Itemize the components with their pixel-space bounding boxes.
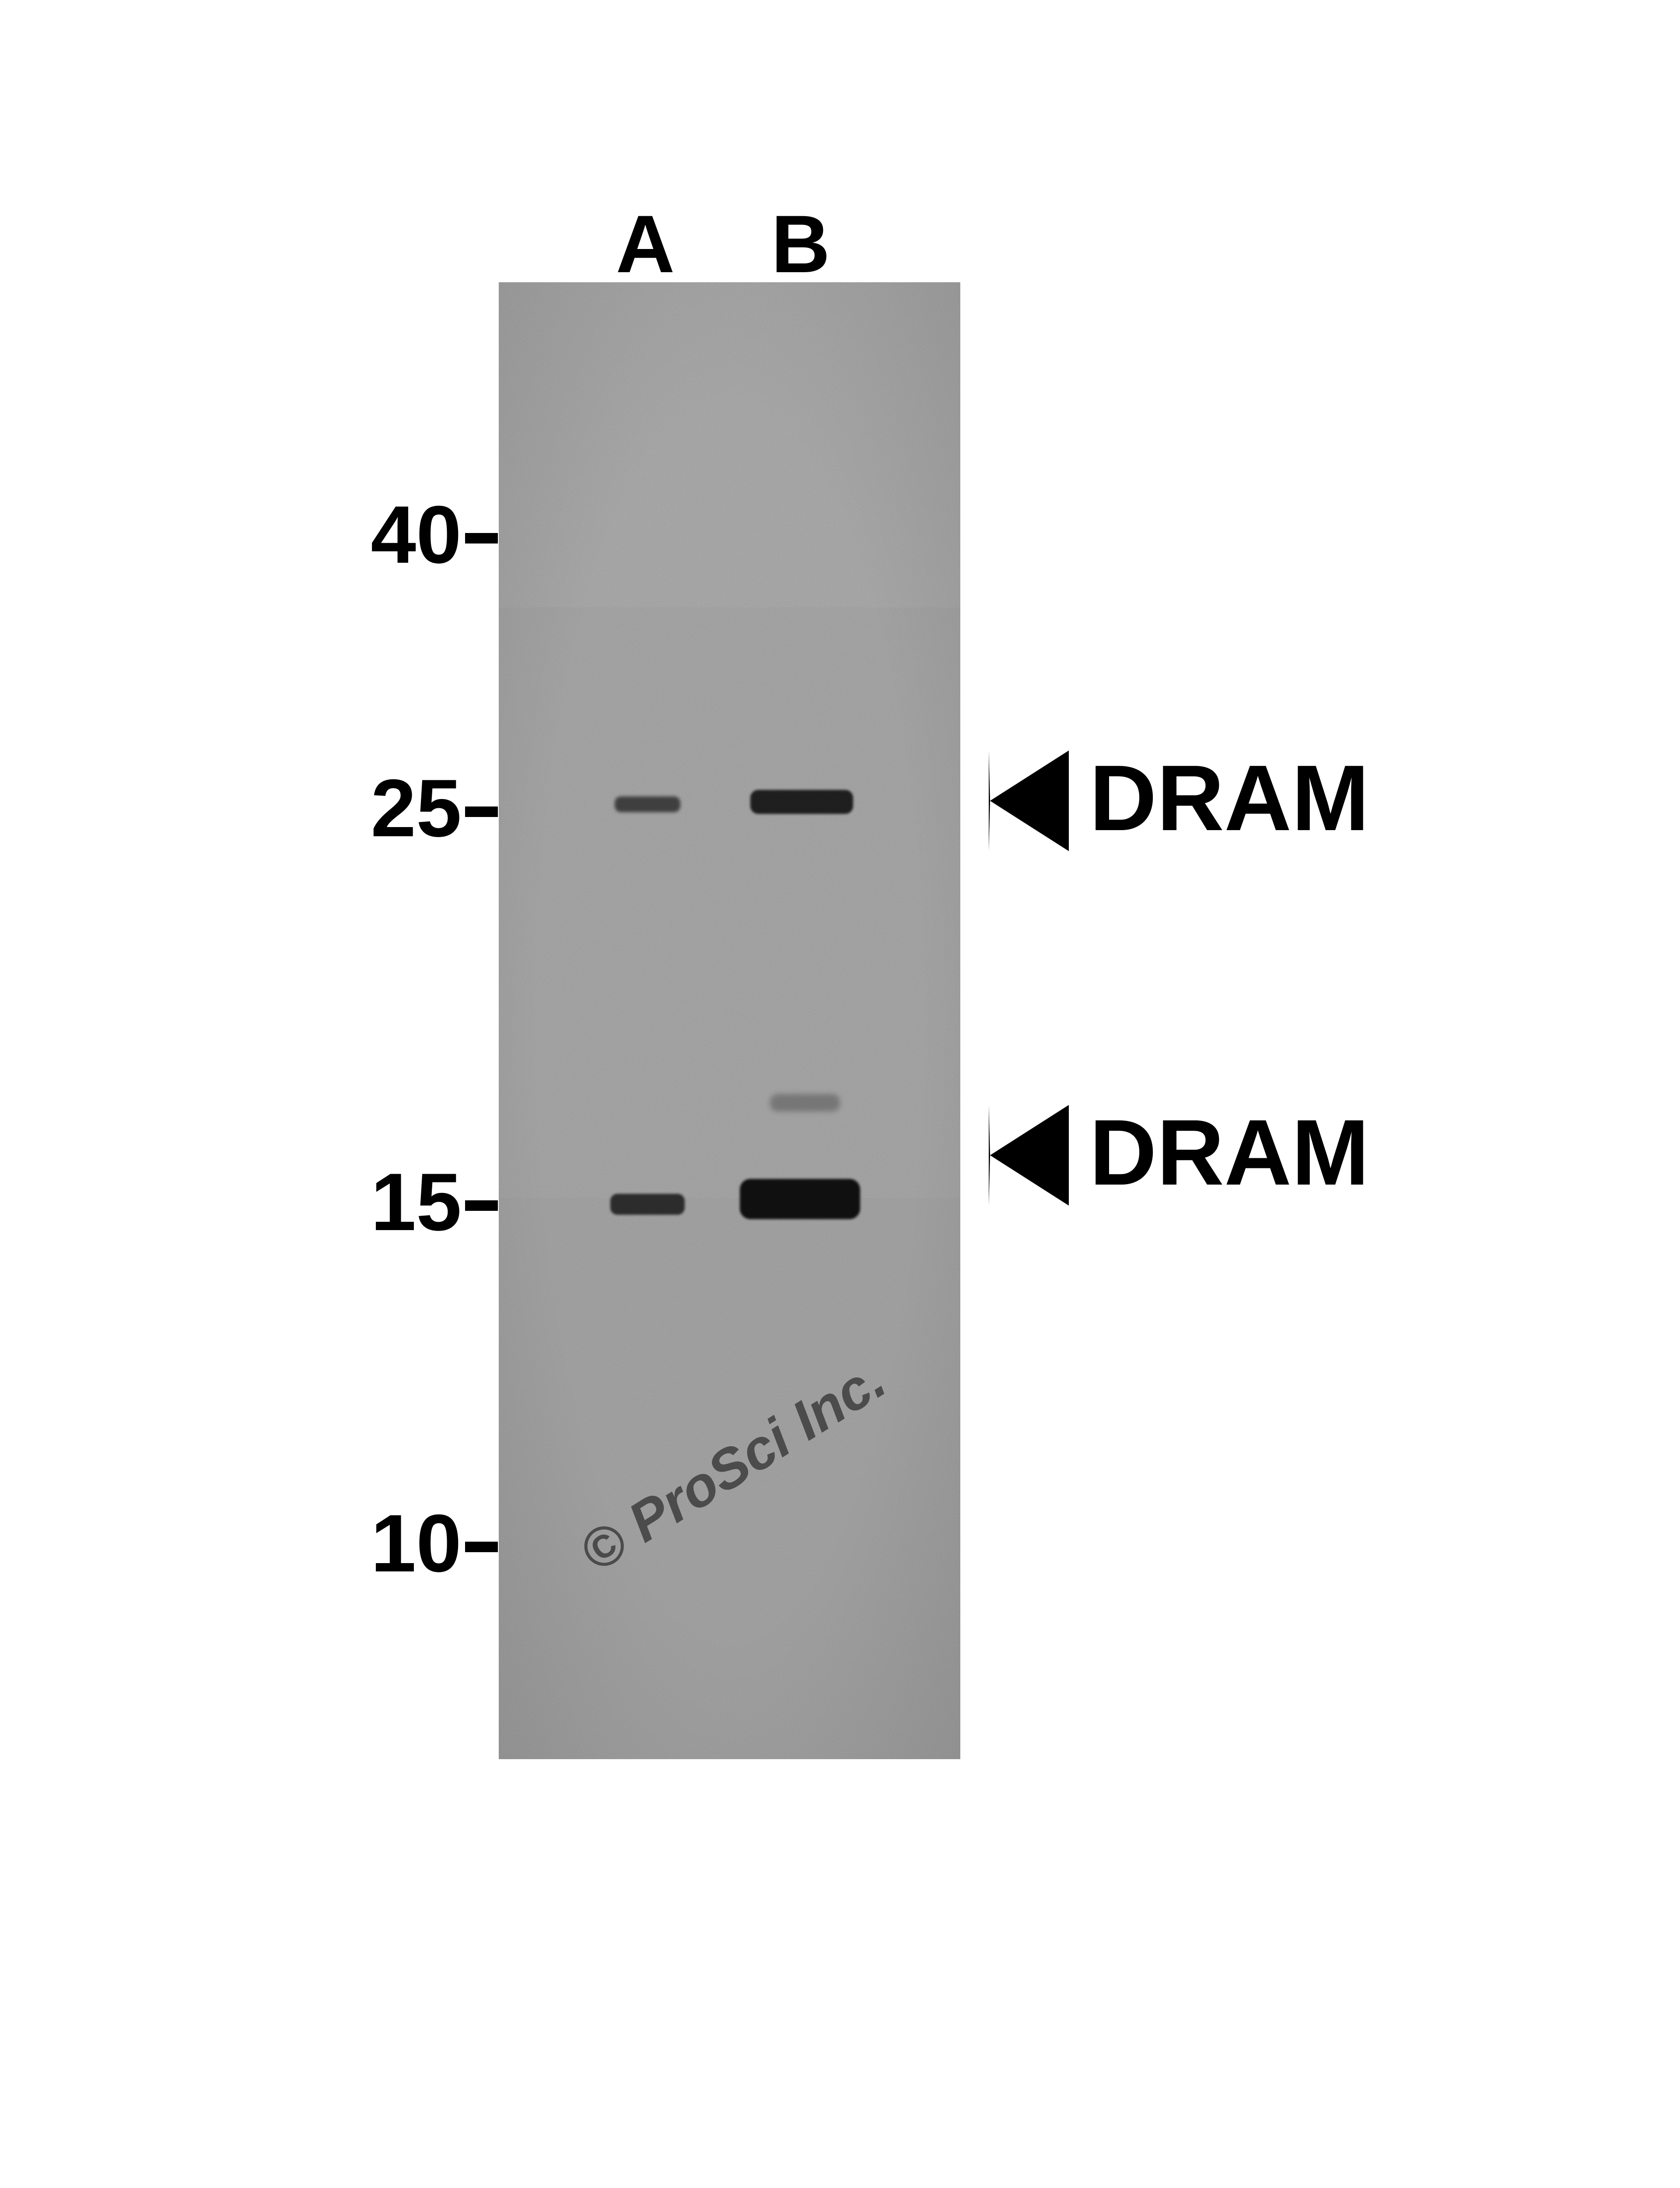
arrowhead-icon bbox=[989, 750, 1069, 851]
lane-label-a: A bbox=[606, 197, 684, 291]
mw-marker-15: 15 bbox=[344, 1155, 462, 1249]
mw-marker-25: 25 bbox=[344, 761, 462, 855]
mw-tick-25 bbox=[465, 806, 498, 817]
protein-band-lane-a bbox=[615, 796, 680, 812]
mw-tick-10 bbox=[465, 1542, 498, 1552]
protein-band-lane-b bbox=[740, 1179, 860, 1219]
protein-band-lane-a bbox=[610, 1194, 685, 1215]
mw-tick-15 bbox=[465, 1200, 498, 1211]
band-label-2: DRAM bbox=[1089, 1099, 1369, 1206]
mw-tick-40 bbox=[465, 533, 498, 543]
arrowhead-icon bbox=[989, 1105, 1069, 1206]
blot-shading bbox=[499, 282, 960, 607]
mw-marker-40: 40 bbox=[344, 487, 462, 582]
western-blot-figure: AB 40251510 DRAMDRAM © ProSci Inc. bbox=[0, 0, 1680, 2188]
protein-band-lane-b bbox=[750, 790, 853, 814]
protein-band-lane-b bbox=[770, 1094, 840, 1112]
lane-label-b: B bbox=[762, 197, 839, 291]
mw-marker-10: 10 bbox=[344, 1496, 462, 1590]
blot-membrane bbox=[499, 282, 960, 1759]
band-label-1: DRAM bbox=[1089, 745, 1369, 852]
